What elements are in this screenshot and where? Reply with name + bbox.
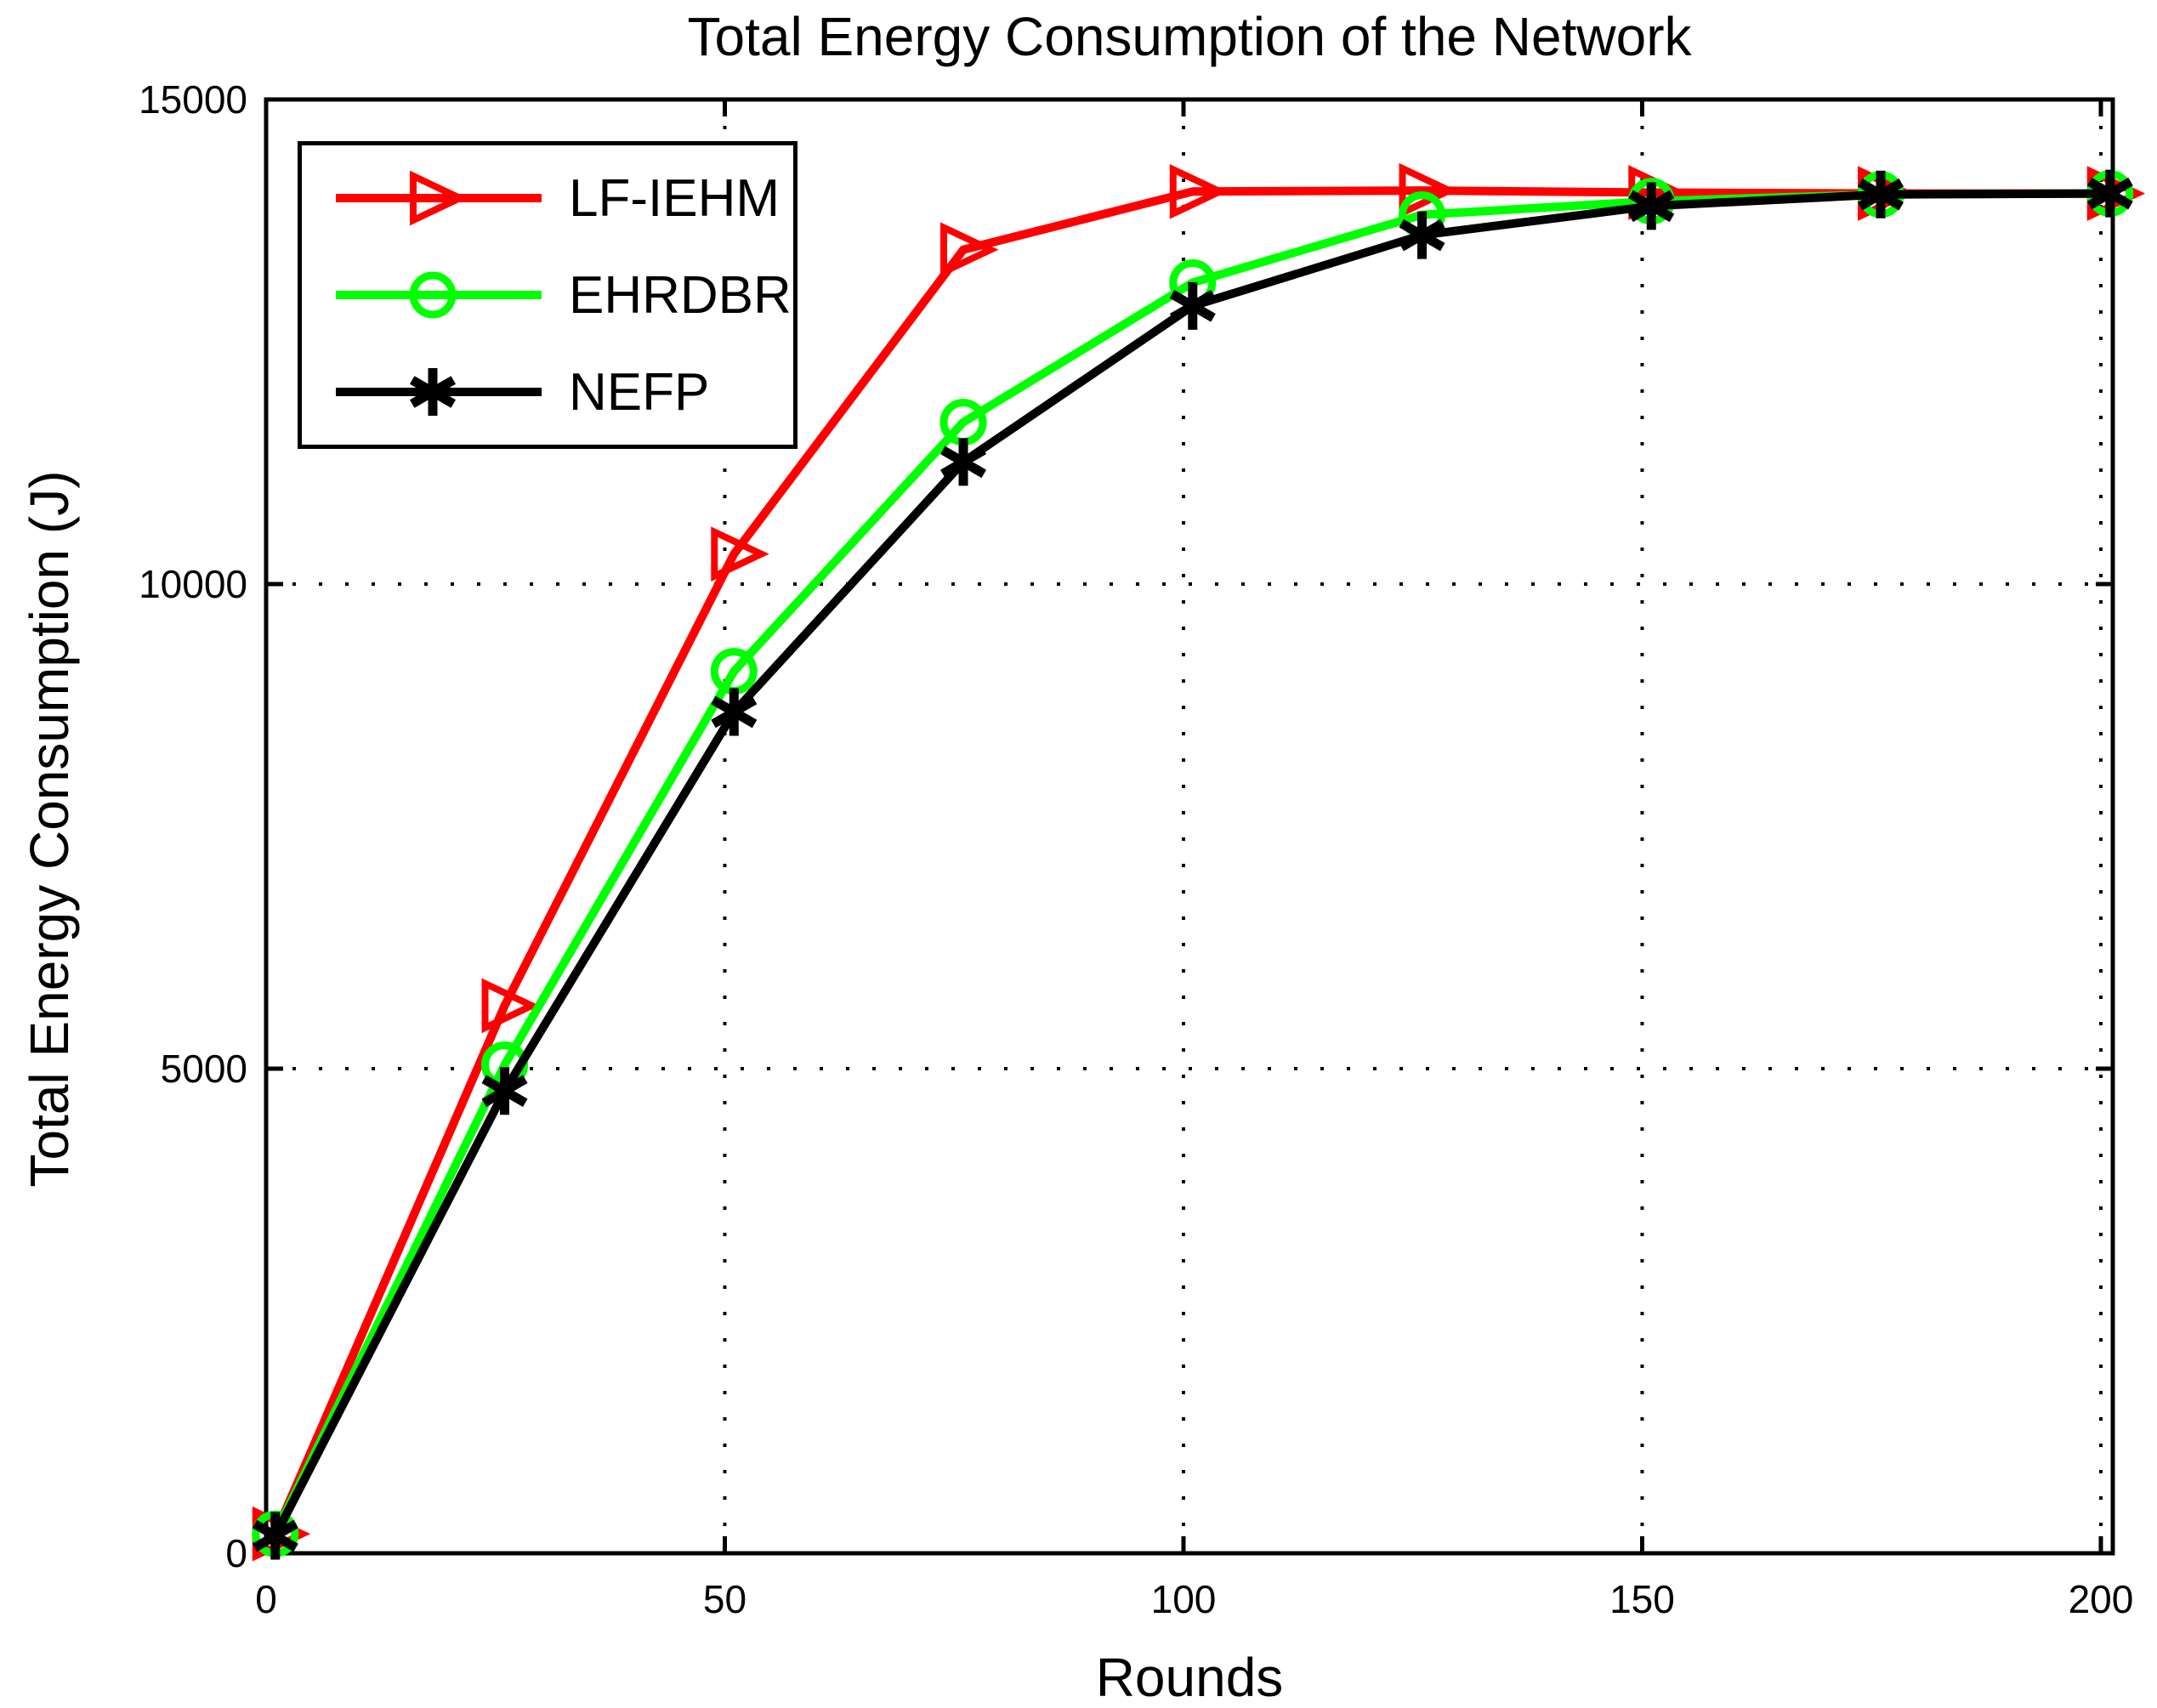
series-marker-nefp [1399, 218, 1445, 252]
y-tick-label: 15000 [139, 77, 247, 122]
legend-label-nefp: NEFP [569, 362, 710, 422]
series-marker-nefp [481, 1075, 528, 1107]
series-marker-nefp [1169, 290, 1216, 322]
series-marker-nefp [711, 695, 758, 729]
x-tick-label: 150 [1609, 1577, 1675, 1621]
x-tick-label: 0 [255, 1577, 277, 1621]
legend: LF-IEHM EHRDBR NEFP [298, 141, 798, 449]
x-tick-label: 200 [2069, 1577, 2134, 1621]
legend-label-ehrdbr: EHRDBR [569, 265, 792, 325]
series-marker-lf-iehm [1399, 162, 1457, 218]
legend-line-marker-lf-iehm [336, 170, 542, 226]
series-marker-nefp [940, 445, 987, 479]
series-marker-lf-iehm [481, 978, 540, 1034]
legend-entry-nefp: NEFP [332, 343, 793, 440]
y-tick-label: 10000 [139, 562, 247, 606]
legend-swatch-marker-ehrdbr [409, 271, 457, 319]
series-marker-lf-iehm [940, 222, 999, 278]
series-marker-nefp [252, 1519, 298, 1552]
x-tick-label: 100 [1151, 1577, 1217, 1621]
y-axis-label: Total Energy Consumption (J) [19, 470, 80, 1188]
series-marker-lf-iehm [1169, 163, 1229, 219]
series-marker-lf-iehm [711, 526, 769, 582]
series-marker-nefp [2086, 177, 2133, 210]
x-axis-label: Rounds [1095, 1647, 1284, 1708]
series-marker-nefp [1628, 190, 1675, 223]
plot-box [264, 97, 2115, 1556]
y-tick-label: 0 [225, 1531, 247, 1575]
series-nefp [252, 169, 2133, 1560]
legend-line-marker-ehrdbr [336, 271, 542, 319]
series-marker-nefp [1858, 178, 1904, 211]
x-tick-label: 50 [703, 1577, 746, 1621]
legend-entry-ehrdbr: EHRDBR [332, 247, 793, 343]
legend-swatch-marker-lf-iehm [410, 170, 468, 226]
legend-line-marker-nefp [336, 368, 542, 416]
legend-label-lf-iehm: LF-IEHM [569, 168, 780, 228]
y-tick-label: 5000 [161, 1047, 247, 1091]
legend-swatch-marker-nefp [410, 376, 456, 408]
legend-entry-lf-iehm: LF-IEHM [332, 150, 793, 247]
chart-title: Total Energy Consumption of the Network [687, 6, 1692, 67]
